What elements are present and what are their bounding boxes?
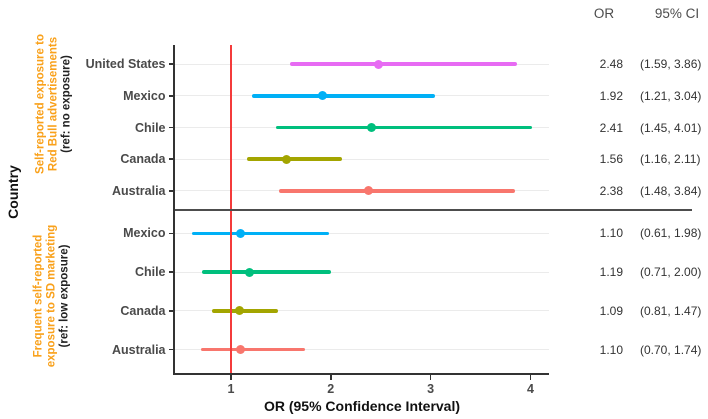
ci-line (211, 309, 278, 313)
y-tick (168, 126, 175, 129)
ci-line (275, 125, 532, 130)
ci-value: (0.61, 1.98) (640, 226, 702, 241)
ci-line (278, 189, 515, 193)
y-tick (168, 232, 175, 235)
country-tick-label: Canada (120, 152, 166, 167)
x-tick (429, 374, 432, 380)
ci-line (251, 94, 435, 98)
panel-divider-line (174, 209, 692, 211)
or-value: 1.92 (599, 88, 623, 103)
ci-line (191, 231, 329, 236)
country-tick-label: Mexico (123, 88, 166, 103)
country-tick-label: Mexico (123, 226, 166, 241)
or-point (245, 267, 255, 277)
x-tick (230, 374, 232, 380)
y-tick (168, 63, 175, 65)
gridline (174, 232, 549, 234)
y-tick (168, 158, 175, 160)
or-point (282, 154, 292, 164)
or-point (236, 345, 246, 355)
country-tick-label: United States (85, 57, 166, 72)
ci-line (289, 62, 517, 66)
or-point (235, 306, 245, 316)
y-tick (168, 271, 175, 273)
ci-value: (1.45, 4.01) (640, 120, 702, 135)
gridline (174, 310, 549, 312)
or-point (236, 228, 246, 238)
country-tick-label: Chile (134, 120, 166, 135)
or-point (367, 123, 377, 132)
ci-column-header: 95% CI (654, 6, 700, 21)
or-value: 1.56 (599, 152, 623, 167)
or-value: 2.48 (599, 57, 623, 72)
or-point (318, 91, 328, 101)
or-value: 1.10 (599, 342, 623, 357)
country-tick-label: Chile (134, 265, 166, 280)
x-tick-label: 4 (527, 382, 534, 396)
x-tick-label: 3 (427, 382, 435, 396)
ci-line (200, 347, 305, 352)
gridline (174, 158, 549, 160)
y-tick (168, 348, 175, 351)
ci-value: (1.48, 3.84) (640, 183, 702, 198)
or-value: 1.10 (599, 226, 623, 241)
x-axis-title: OR (95% Confidence Interval) (263, 398, 461, 414)
x-tick-label: 1 (227, 382, 235, 396)
x-tick (330, 374, 332, 380)
ci-value: (0.70, 1.74) (640, 342, 702, 357)
or-value: 2.38 (599, 183, 623, 198)
ci-value: (0.81, 1.47) (640, 303, 702, 318)
ci-line (201, 270, 331, 274)
ci-value: (1.59, 3.86) (640, 57, 702, 72)
country-tick-label: Canada (120, 303, 166, 318)
ci-value: (1.16, 2.11) (640, 152, 701, 167)
ci-line (246, 157, 342, 161)
or-point (374, 59, 384, 69)
ci-value: (1.21, 3.04) (640, 88, 702, 103)
or-value: 2.41 (599, 120, 623, 135)
y-axis-line (173, 45, 175, 375)
y-tick (168, 190, 175, 192)
gridline (174, 349, 549, 351)
ci-value: (0.71, 2.00) (640, 265, 702, 280)
country-tick-label: Australia (112, 183, 166, 198)
country-tick-label: Australia (112, 342, 166, 357)
y-tick (168, 310, 175, 312)
y-tick (168, 95, 175, 97)
or-point (364, 186, 374, 196)
gridline (174, 271, 549, 273)
or-value: 1.09 (599, 303, 623, 318)
or-column-header: OR (593, 6, 615, 21)
x-axis-line (173, 373, 549, 375)
x-tick-label: 2 (327, 382, 335, 396)
or-value: 1.19 (599, 265, 623, 280)
x-tick (529, 374, 532, 380)
